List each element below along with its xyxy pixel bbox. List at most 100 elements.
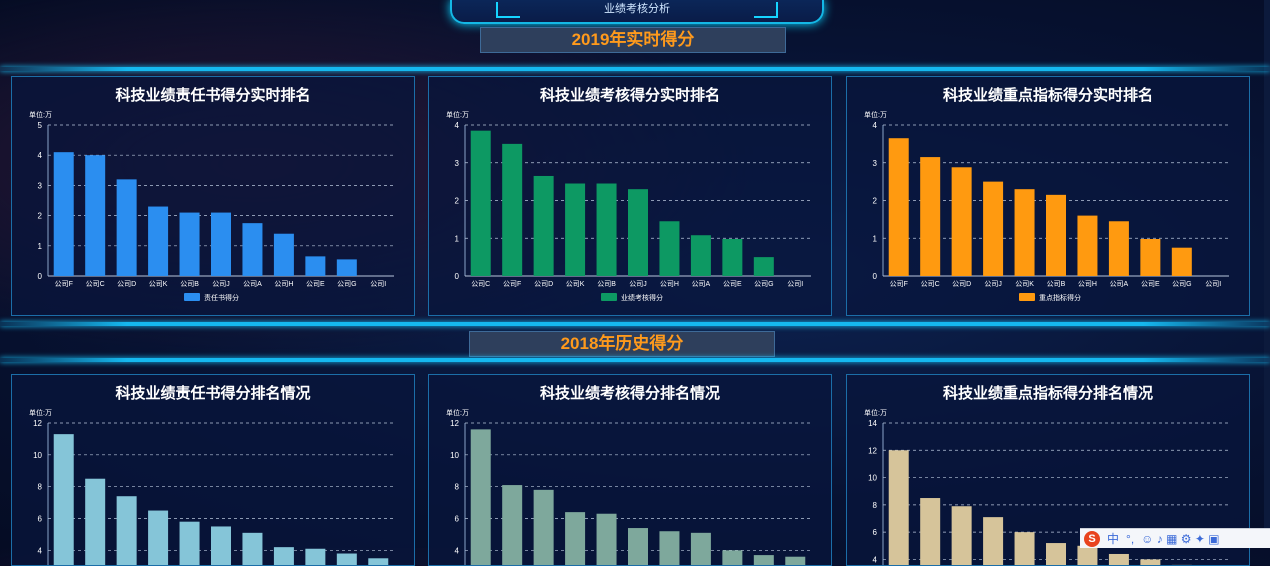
x-tick-label: 公司K: [1015, 280, 1034, 288]
bar: [691, 235, 711, 276]
ime-language-toggle[interactable]: 中: [1107, 530, 1119, 547]
y-tick-label: 8: [455, 483, 460, 492]
x-tick-label: 公司G: [337, 280, 356, 288]
bar: [785, 557, 805, 565]
chart-responsibility-2018: 24681012: [12, 375, 414, 565]
bar: [368, 558, 388, 565]
x-tick-label: 公司H: [660, 280, 679, 288]
bar: [1172, 248, 1192, 276]
y-tick-label: 10: [450, 451, 459, 460]
x-tick-label: 公司F: [503, 280, 521, 288]
ime-punctuation-toggle[interactable]: °,: [1126, 532, 1134, 546]
x-tick-label: 公司I: [370, 280, 386, 288]
legend-swatch: [601, 293, 617, 301]
y-tick-label: 2: [455, 197, 460, 206]
bar: [920, 157, 940, 276]
y-tick-label: 3: [38, 181, 43, 190]
y-tick-label: 4: [873, 121, 878, 130]
bar: [722, 239, 742, 276]
section-2019-band-bottom: [0, 322, 1270, 326]
bar: [502, 485, 522, 565]
section-2018-band-top: [0, 358, 1270, 362]
bar: [471, 429, 491, 565]
section-2018-label: 2018年历史得分: [469, 331, 775, 357]
y-tick-label: 6: [455, 515, 460, 524]
bar: [1109, 221, 1129, 276]
bar: [337, 259, 357, 276]
y-tick-label: 1: [455, 234, 460, 243]
x-tick-label: 公司J: [629, 280, 647, 288]
x-tick-label: 公司A: [243, 280, 262, 288]
bar: [565, 184, 585, 276]
x-tick-label: 公司G: [1172, 280, 1191, 288]
y-tick-label: 12: [868, 446, 877, 455]
bar: [1109, 554, 1129, 565]
scrollbar[interactable]: [1264, 0, 1270, 528]
bar: [628, 189, 648, 276]
x-tick-label: 公司E: [1141, 280, 1160, 288]
bar: [1077, 216, 1097, 276]
x-tick-label: 公司B: [597, 280, 616, 288]
bar: [659, 531, 679, 565]
x-tick-label: 公司C: [921, 280, 940, 288]
panel-assessment-2018: 科技业绩考核得分排名情况 单位:万 24681012: [428, 374, 832, 566]
y-tick-label: 5: [38, 121, 43, 130]
bar: [117, 179, 137, 276]
y-tick-label: 6: [873, 528, 878, 537]
bar: [211, 526, 231, 565]
y-tick-label: 4: [873, 555, 878, 564]
y-tick-label: 4: [455, 121, 460, 130]
x-tick-label: 公司C: [86, 280, 105, 288]
bar: [211, 213, 231, 276]
bar: [242, 223, 262, 276]
x-tick-label: 公司I: [787, 280, 803, 288]
bar: [117, 496, 137, 565]
ime-tool-icons[interactable]: ☺ ♪ ▦ ⚙ ✦ ▣: [1141, 532, 1219, 546]
bar: [180, 213, 200, 276]
bar: [1046, 195, 1066, 276]
x-tick-label: 公司H: [274, 280, 293, 288]
panel-responsibility-2018: 科技业绩责任书得分排名情况 单位:万 24681012: [11, 374, 415, 566]
bar: [305, 549, 325, 565]
x-tick-label: 公司A: [692, 280, 711, 288]
ime-toolbar[interactable]: S 中 °, ☺ ♪ ▦ ⚙ ✦ ▣: [1080, 528, 1270, 548]
y-tick-label: 4: [38, 151, 43, 160]
bar: [54, 434, 74, 565]
bar: [148, 207, 168, 276]
y-tick-label: 3: [455, 159, 460, 168]
x-tick-label: 公司K: [149, 280, 168, 288]
bar: [148, 511, 168, 565]
y-tick-label: 14: [868, 419, 877, 428]
bar: [1140, 559, 1160, 565]
x-tick-label: 公司E: [306, 280, 325, 288]
x-tick-label: 公司C: [471, 280, 490, 288]
bar: [889, 138, 909, 276]
x-tick-label: 公司G: [754, 280, 773, 288]
x-tick-label: 公司H: [1078, 280, 1097, 288]
sogou-logo-icon[interactable]: S: [1084, 531, 1100, 547]
y-tick-label: 12: [33, 419, 42, 428]
bar: [502, 144, 522, 276]
y-tick-label: 0: [455, 272, 460, 281]
x-tick-label: 公司F: [890, 280, 908, 288]
bar: [274, 234, 294, 276]
legend-label: 责任书得分: [204, 293, 239, 302]
bar: [952, 506, 972, 565]
x-tick-label: 公司J: [984, 280, 1002, 288]
bar: [754, 257, 774, 276]
y-tick-label: 10: [33, 451, 42, 460]
bar: [659, 221, 679, 276]
x-tick-label: 公司K: [566, 280, 585, 288]
bar: [691, 533, 711, 565]
bar: [565, 512, 585, 565]
y-tick-label: 2: [38, 212, 43, 221]
y-tick-label: 3: [873, 159, 878, 168]
x-tick-label: 公司F: [55, 280, 73, 288]
bar: [534, 176, 554, 276]
bar: [722, 550, 742, 565]
legend-label: 重点指标得分: [1039, 293, 1081, 302]
